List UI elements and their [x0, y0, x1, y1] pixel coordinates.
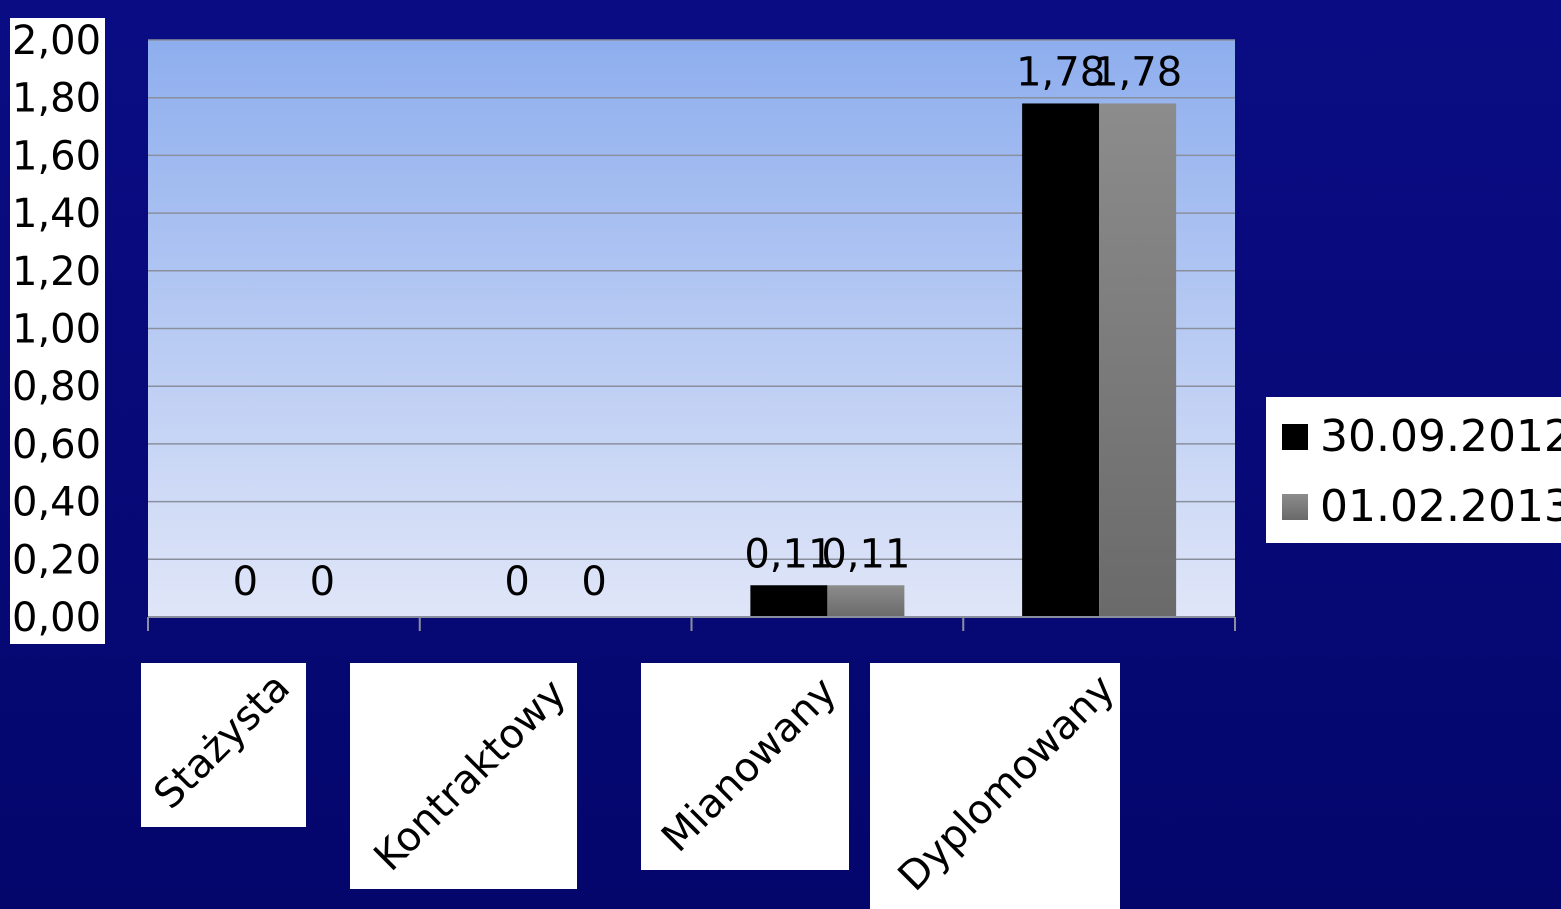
y-tick-label: 1,60	[12, 133, 101, 179]
y-tick-label: 0,20	[12, 537, 101, 583]
y-tick-label: 0,00	[12, 595, 101, 641]
data-labels: 0 0 0 0 0,110,11 1,781,78	[233, 49, 1183, 605]
y-tick-label: 1,40	[12, 191, 101, 237]
y-tick-label: 0,60	[12, 422, 101, 468]
bar-series-1	[1022, 103, 1100, 618]
x-category-label: Mianowany	[653, 669, 845, 861]
legend-item-series-1: 30.09.2012	[1282, 411, 1561, 462]
bars	[750, 103, 1177, 618]
bar-series-2	[1099, 103, 1177, 618]
x-category-label: Kontraktowy	[365, 670, 575, 880]
x-category-box: Mianowany	[641, 663, 849, 870]
data-label: 0	[233, 559, 258, 605]
y-tick-label: 2,00	[12, 18, 101, 64]
bar-series-1	[750, 585, 828, 617]
y-tick-label: 0,80	[12, 364, 101, 410]
legend-swatch-series-1	[1282, 423, 1308, 450]
data-label: 0	[310, 559, 335, 605]
data-label: 0	[581, 559, 606, 605]
x-axis	[147, 616, 1236, 631]
x-category-label-svg: Mianowany	[653, 669, 845, 861]
y-tick-label: 0,40	[12, 480, 101, 526]
legend: 30.09.2012 01.02.2013	[1266, 397, 1561, 543]
legend-label-series-1: 30.09.2012	[1320, 411, 1561, 462]
x-category-box: Kontraktowy	[350, 663, 577, 889]
data-label: 0,11	[744, 531, 833, 577]
legend-label-series-2: 01.02.2013	[1320, 481, 1561, 532]
y-tick-label: 1,00	[12, 307, 101, 353]
data-label: 0,11	[821, 531, 910, 577]
y-tick-label: 1,80	[12, 76, 101, 122]
x-category-box: Dyplomowany	[870, 663, 1124, 909]
x-category-label-svg: Kontraktowy	[365, 670, 575, 880]
y-axis-labels-panel	[10, 18, 105, 644]
bar-series-2	[827, 585, 905, 617]
y-tick-label: 1,20	[12, 249, 101, 295]
data-label: 0	[504, 559, 529, 605]
legend-swatch-series-2	[1282, 493, 1308, 520]
x-category-label: Dyplomowany	[890, 666, 1120, 900]
y-axis-ticks: 0,00 0,20 0,40 0,60 0,80 1,00 1,20 1,40 1,60 1,80…	[12, 18, 101, 641]
x-category-label-svg: Dyplomowany	[890, 666, 1124, 900]
data-label: 1,78	[1016, 49, 1105, 95]
x-category-box: Stażysta	[141, 663, 306, 827]
legend-item-series-2: 01.02.2013	[1282, 481, 1561, 532]
data-label: 1,78	[1093, 49, 1182, 95]
x-category-label: Stażysta	[145, 664, 299, 818]
x-category-label-svg: Stażysta	[145, 664, 299, 818]
